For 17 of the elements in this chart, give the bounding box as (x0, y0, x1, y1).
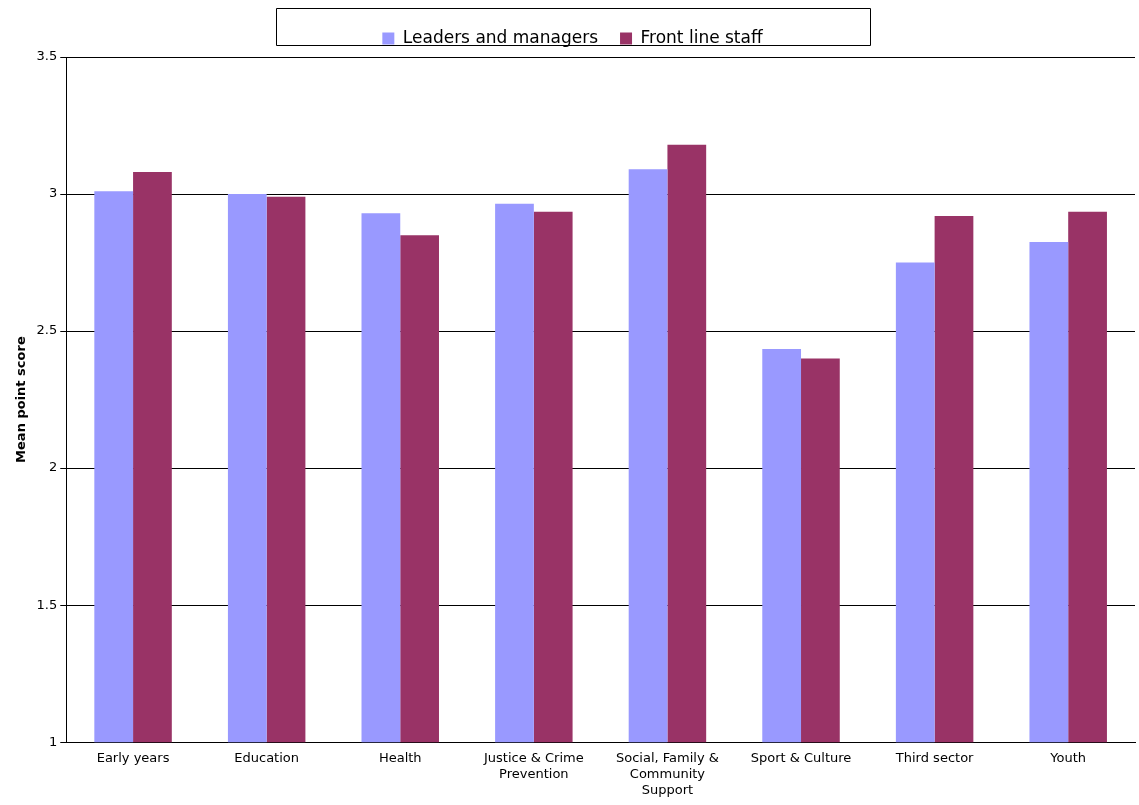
x-tick-label: Third sector (894, 750, 975, 766)
legend-label: Leaders and managers (402, 26, 599, 47)
x-tick-label: Youth (1049, 750, 1087, 766)
y-axis-title: Mean point score (13, 336, 29, 463)
y-tick-label: 1.5 (36, 596, 58, 612)
x-tick-label: Social, Family & Community Support (615, 750, 719, 797)
y-tick-label: 2.5 (36, 322, 58, 338)
x-tick-label: Education (234, 750, 300, 766)
y-tick-label: 2 (48, 459, 58, 475)
x-tick-label: Sport & Culture (750, 750, 852, 766)
x-tick-label: Health (378, 750, 422, 766)
y-tick-label: 3 (48, 185, 58, 201)
x-tick-label: Early years (96, 750, 170, 766)
y-tick-label: 3.5 (36, 48, 58, 64)
legend-label: Front line staff (640, 26, 764, 47)
x-tick-label: Justice & Crime Prevention (482, 750, 584, 781)
y-tick-label: 1 (48, 733, 58, 749)
